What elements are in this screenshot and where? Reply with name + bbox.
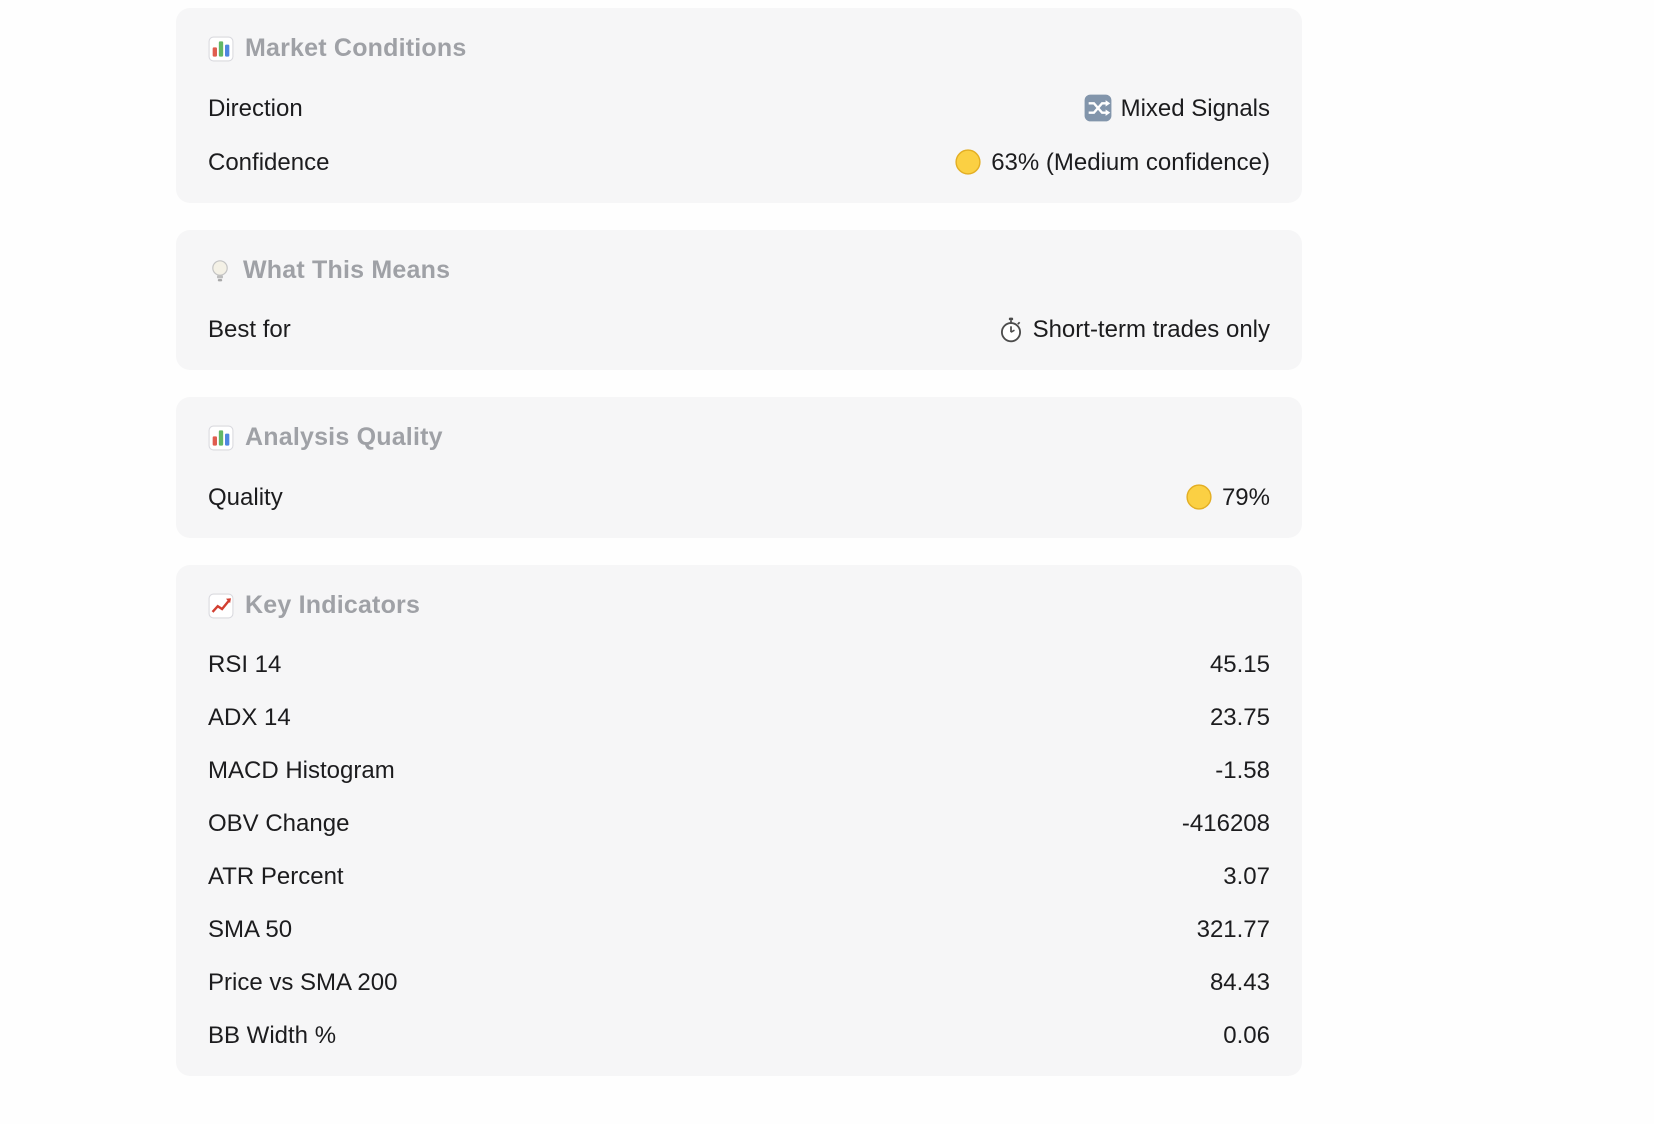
yellow-circle-icon	[1185, 483, 1213, 511]
row-quality: Quality 79%	[208, 470, 1270, 524]
card-analysis-quality: Analysis Quality Quality 79%	[176, 397, 1302, 538]
indicator-row-rsi-14: RSI 14 45.15	[208, 638, 1270, 691]
shuffle-icon	[1084, 94, 1112, 122]
card-title-text: Analysis Quality	[245, 423, 443, 451]
card-market-conditions: Market Conditions Direction Mixed Signal…	[176, 8, 1302, 203]
indicator-row-adx-14: ADX 14 23.75	[208, 691, 1270, 744]
row-direction: Direction Mixed Signals	[208, 81, 1270, 135]
indicator-label: RSI 14	[208, 651, 282, 678]
row-value: 79%	[1185, 483, 1270, 511]
indicator-row-macd-histogram: MACD Histogram -1.58	[208, 744, 1270, 797]
card-title-text: What This Means	[243, 256, 451, 284]
indicator-label: Price vs SMA 200	[208, 969, 398, 996]
row-value-text: 79%	[1221, 483, 1270, 511]
bar-chart-icon	[208, 425, 234, 451]
indicator-value: -416208	[1181, 810, 1270, 837]
analysis-report: Market Conditions Direction Mixed Signal…	[176, 0, 1302, 1076]
row-label: Confidence	[208, 148, 330, 176]
row-label: Direction	[208, 94, 303, 122]
row-value-text: 63% (Medium confidence)	[991, 148, 1270, 176]
indicator-row-obv-change: OBV Change -416208	[208, 797, 1270, 850]
chart-up-icon	[208, 593, 234, 619]
indicator-label: MACD Histogram	[208, 757, 395, 784]
row-value: 63% (Medium confidence)	[954, 148, 1270, 176]
indicator-label: OBV Change	[208, 810, 350, 837]
row-value: Short-term trades only	[998, 316, 1270, 343]
indicator-value: -1.58	[1215, 757, 1270, 784]
indicator-value: 23.75	[1209, 704, 1270, 731]
indicator-value: 321.77	[1196, 916, 1270, 943]
indicator-row-bb-width-pct: BB Width % 0.06	[208, 1009, 1270, 1062]
row-label: Quality	[208, 483, 283, 511]
row-confidence: Confidence 63% (Medium confidence)	[208, 135, 1270, 189]
yellow-circle-icon	[954, 148, 982, 176]
row-value-text: Short-term trades only	[1032, 316, 1270, 343]
lightbulb-icon	[208, 258, 232, 284]
indicator-value: 0.06	[1223, 1022, 1270, 1049]
row-best-for: Best for Short-term trades only	[208, 303, 1270, 356]
card-title-text: Market Conditions	[245, 34, 467, 62]
indicator-row-sma-50: SMA 50 321.77	[208, 903, 1270, 956]
card-key-indicators: Key Indicators RSI 14 45.15 ADX 14 23.75…	[176, 565, 1302, 1076]
row-label: Best for	[208, 316, 291, 343]
indicator-label: SMA 50	[208, 916, 293, 943]
card-what-this-means: What This Means Best for Short-term trad…	[176, 230, 1302, 370]
row-value-text: Mixed Signals	[1120, 94, 1270, 122]
indicator-value: 45.15	[1209, 651, 1270, 678]
bar-chart-icon	[208, 36, 234, 62]
indicator-row-price-vs-sma-200: Price vs SMA 200 84.43	[208, 956, 1270, 1009]
stopwatch-icon	[998, 317, 1024, 343]
indicator-value: 3.07	[1223, 863, 1270, 890]
indicator-value: 84.43	[1209, 969, 1270, 996]
indicator-label: BB Width %	[208, 1022, 337, 1049]
indicator-label: ATR Percent	[208, 863, 344, 890]
card-title-text: Key Indicators	[245, 591, 421, 619]
indicator-label: ADX 14	[208, 704, 291, 731]
card-title: Key Indicators	[208, 591, 1270, 620]
row-value: Mixed Signals	[1084, 94, 1270, 122]
card-title: What This Means	[208, 256, 1270, 285]
card-title: Market Conditions	[208, 34, 1270, 63]
indicator-row-atr-percent: ATR Percent 3.07	[208, 850, 1270, 903]
card-title: Analysis Quality	[208, 423, 1270, 452]
